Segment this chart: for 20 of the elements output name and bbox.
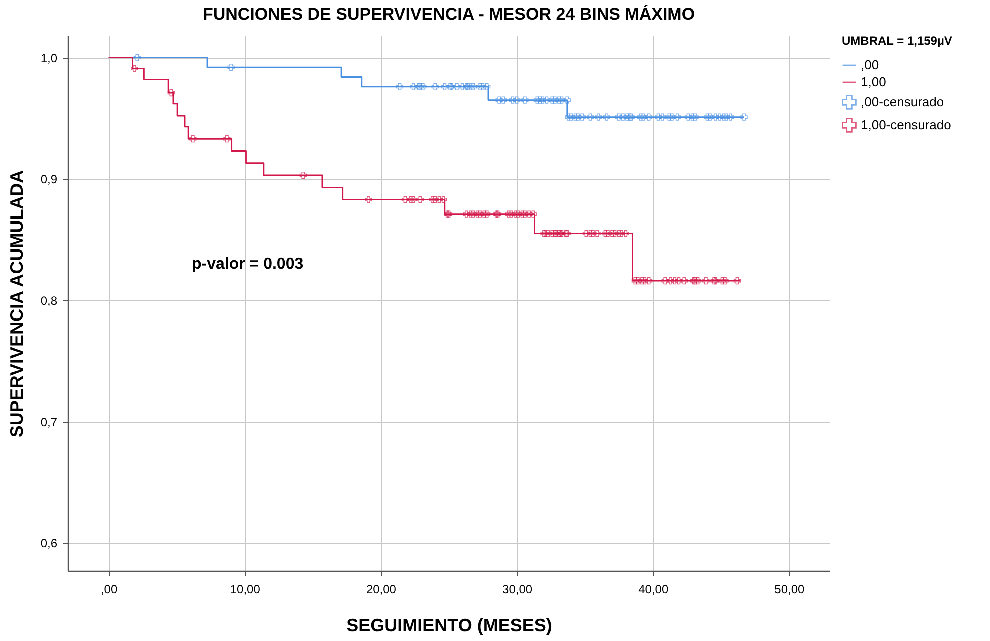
x-tick-label: 30,00 [502, 582, 533, 596]
x-tick-label: 50,00 [774, 582, 806, 596]
x-axis-title: SEGUIMIENTO (MESES) [346, 616, 552, 636]
legend-label: 1,00-censurado [861, 118, 952, 132]
x-tick-label: 20,00 [366, 582, 397, 596]
y-axis-title: SUPERVIVENCIA ACUMULADA [6, 170, 27, 438]
y-tick-label: 0,9 [40, 172, 58, 187]
y-tick-label: 0,6 [40, 536, 58, 551]
legend-label: ,00 [861, 58, 880, 72]
chart-title: FUNCIONES DE SUPERVIVENCIA - MESOR 24 BINS MÁXIMO [202, 4, 696, 24]
y-tick-label: 1,0 [40, 51, 58, 66]
annotation: p-valor = 0.003 [192, 256, 304, 273]
y-tick-label: 0,8 [40, 294, 58, 308]
x-tick-label: 10,00 [230, 582, 261, 596]
x-tick-label: ,00 [100, 582, 118, 596]
x-tick-label: 40,00 [638, 582, 669, 596]
legend-title: UMBRAL = 1,159µV [842, 34, 952, 48]
legend-label: 1,00 [861, 74, 886, 90]
legend-label: ,00-censurado [861, 94, 944, 110]
y-tick-label: 0,7 [40, 415, 58, 430]
